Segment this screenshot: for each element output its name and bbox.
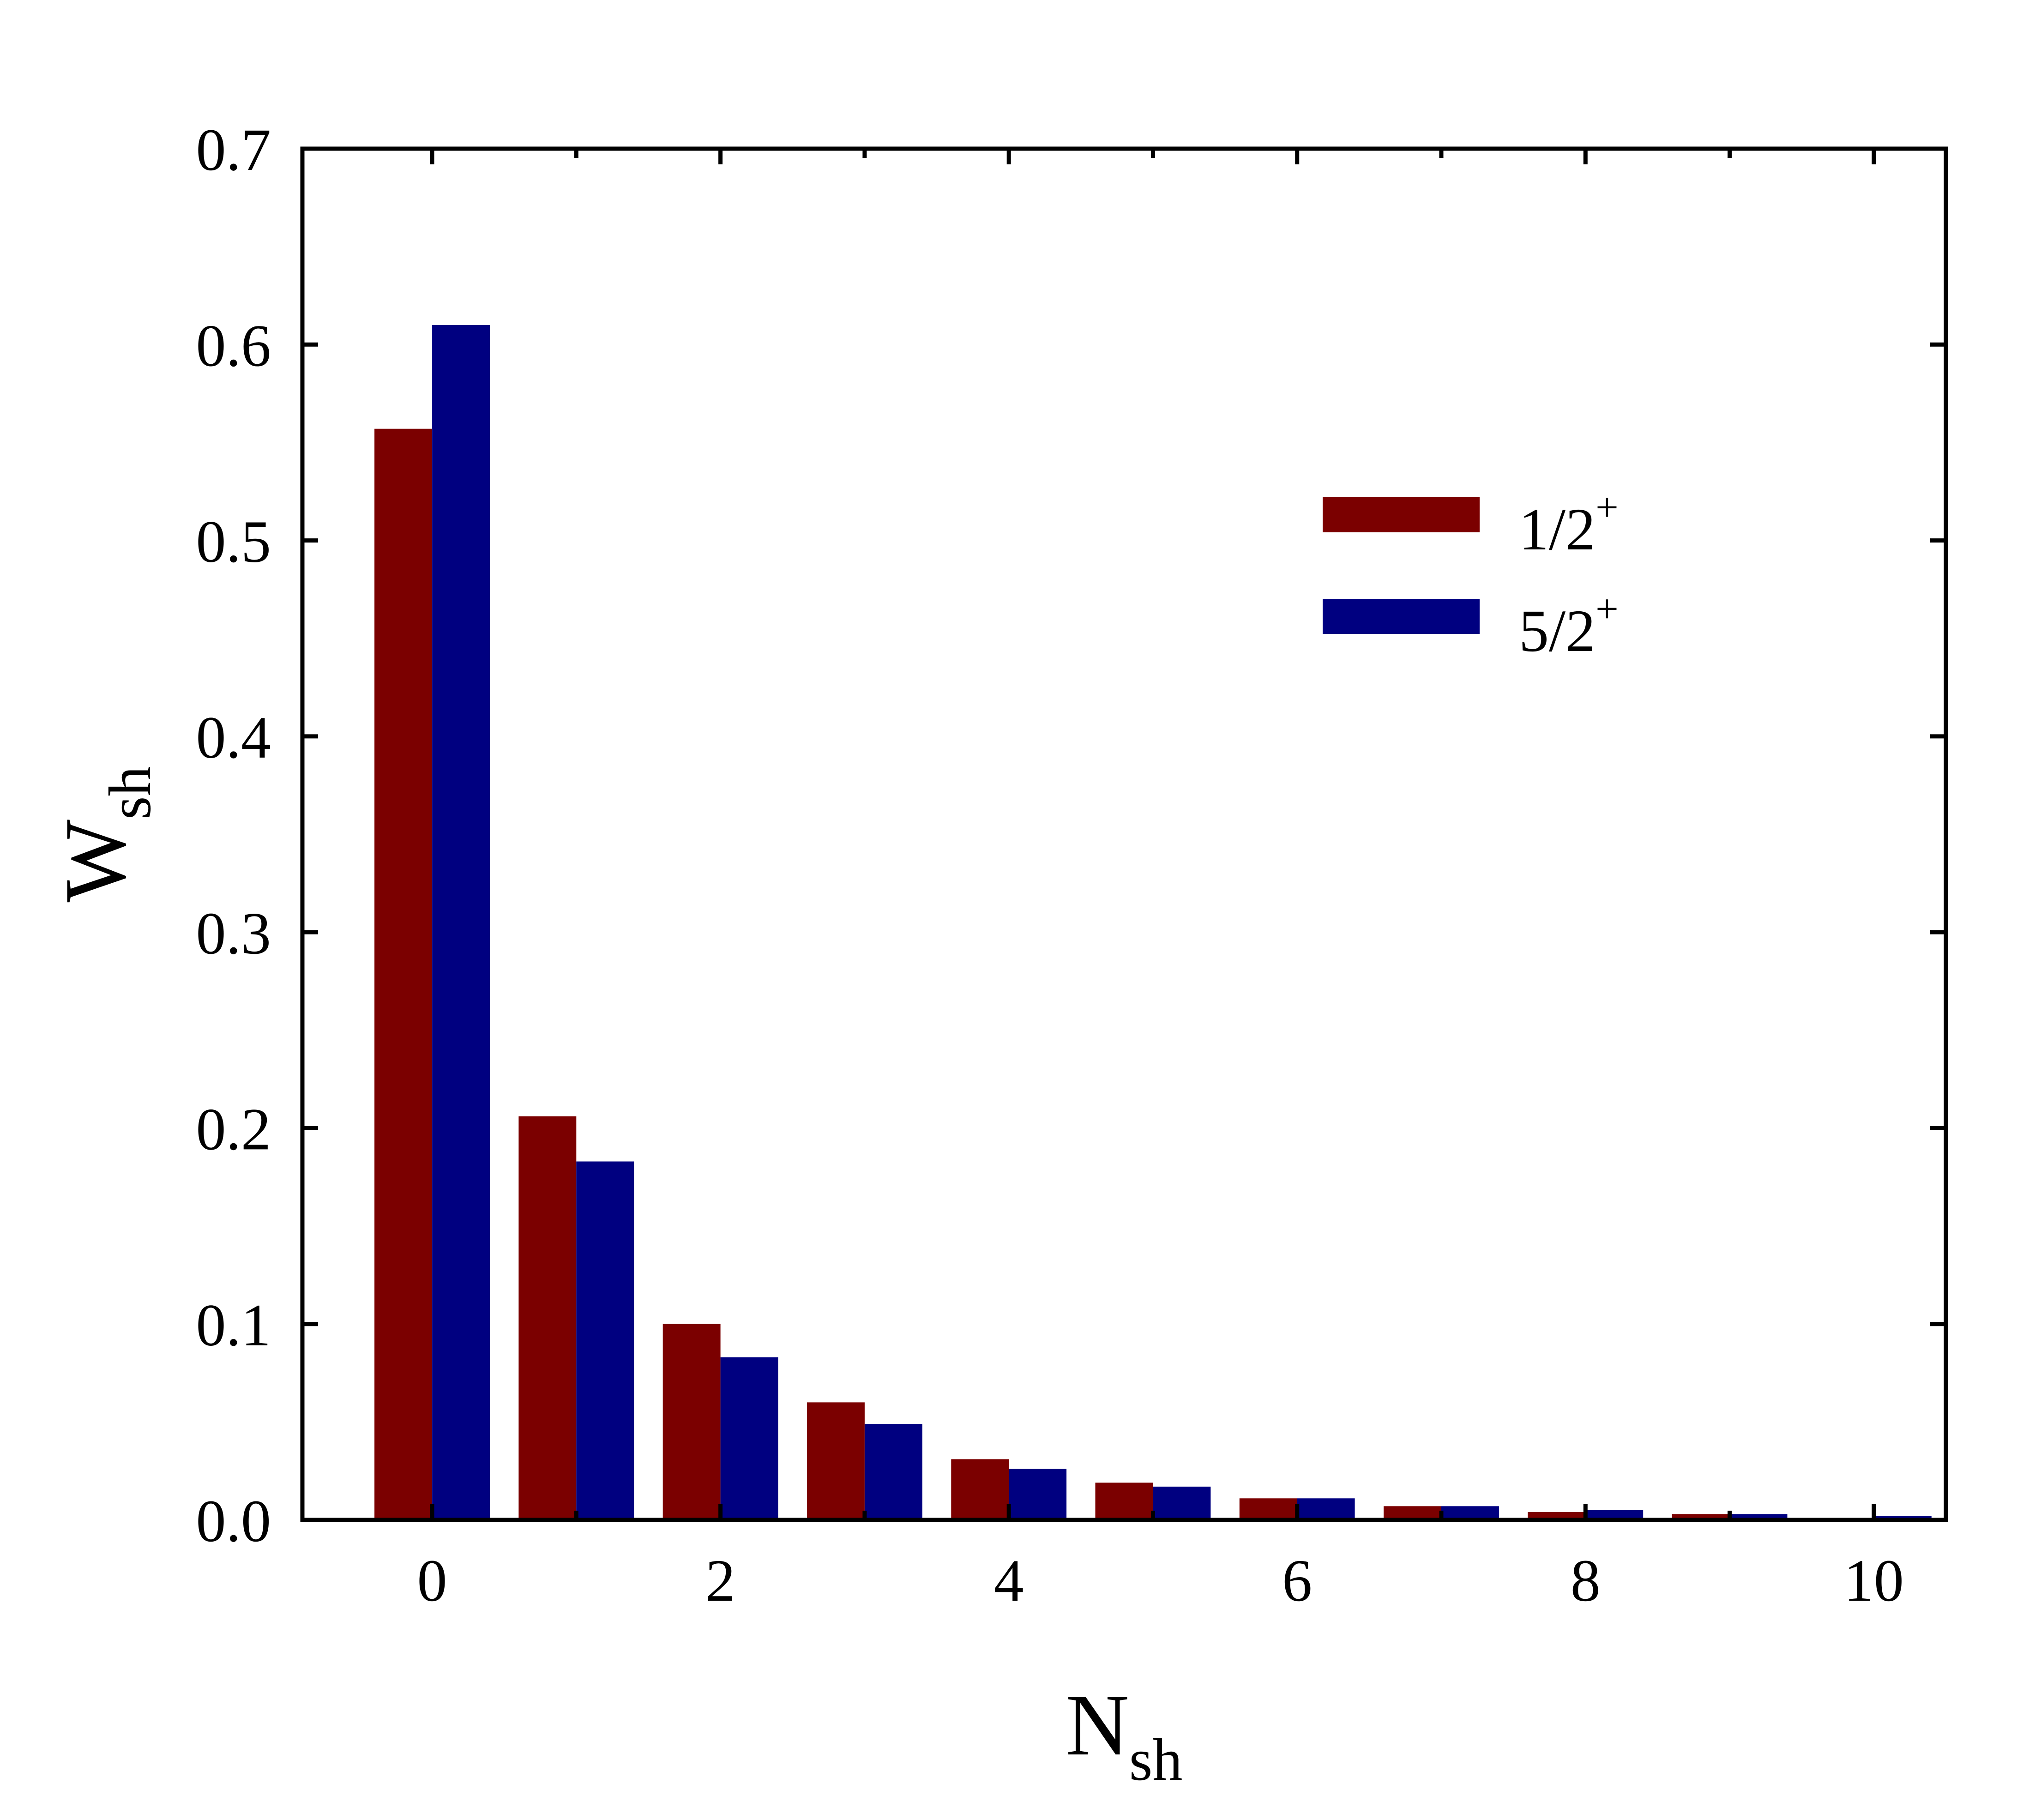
bar-series-0-x-5	[1095, 1483, 1153, 1520]
x-axis-title-sub: sh	[1129, 1727, 1183, 1793]
bar-series-1-x-1	[576, 1161, 634, 1520]
x-tick-label: 10	[1844, 1548, 1904, 1614]
bar-series-1-x-6	[1297, 1498, 1355, 1520]
x-tick-label: 6	[1282, 1548, 1312, 1614]
plot-frame	[300, 146, 1948, 1522]
bar-series-0-x-0	[374, 428, 432, 1520]
bar-series-0-x-7	[1384, 1506, 1441, 1520]
y-tick-label: 0.7	[196, 117, 271, 183]
legend: 1/2+ 5/2+	[1323, 485, 1619, 664]
y-tick-label: 0.0	[196, 1488, 271, 1555]
y-tick-label: 0.3	[196, 900, 271, 967]
y-axis-title-main: W	[47, 820, 144, 902]
bars-layer	[374, 325, 1932, 1520]
y-axis-title-sub: sh	[97, 766, 163, 820]
tick-labels-layer: 0 2 4 6 8 10 0.0 0.1 0.2 0.3 0.4 0.5 0.6 0.7	[196, 117, 1904, 1614]
legend-label-1-2-plus-main: 1/2	[1519, 496, 1596, 563]
legend-label-5-2-plus-main: 5/2	[1519, 598, 1596, 664]
x-tick-label: 0	[417, 1548, 447, 1614]
x-axis-title-main: N	[1066, 1677, 1129, 1774]
bar-series-1-x-5	[1153, 1486, 1211, 1520]
y-axis-title: Wsh	[47, 766, 163, 903]
bar-series-1-x-2	[720, 1357, 778, 1520]
bar-series-1-x-0	[432, 325, 490, 1520]
x-tick-label: 4	[994, 1548, 1024, 1614]
legend-label-1-2-plus-sup: +	[1596, 485, 1619, 530]
legend-swatch-1-2-plus	[1323, 497, 1480, 532]
legend-label-1-2-plus: 1/2+	[1519, 485, 1619, 563]
bar-series-0-x-3	[807, 1402, 865, 1520]
x-tick-label: 8	[1571, 1548, 1601, 1614]
bar-series-1-x-8	[1585, 1510, 1644, 1520]
y-tick-label: 0.5	[196, 509, 271, 575]
x-axis-title: Nsh	[1066, 1677, 1183, 1793]
bar-series-1-x-7	[1441, 1506, 1499, 1520]
bar-series-1-x-3	[864, 1424, 922, 1520]
bar-series-0-x-2	[662, 1324, 721, 1520]
legend-label-5-2-plus: 5/2+	[1519, 587, 1619, 664]
y-tick-label: 0.1	[196, 1292, 271, 1359]
bar-series-0-x-4	[951, 1459, 1009, 1520]
bar-series-0-x-1	[518, 1116, 577, 1520]
bar-series-0-x-6	[1239, 1498, 1297, 1520]
legend-label-5-2-plus-sup: +	[1596, 587, 1619, 632]
bar-series-1-x-4	[1009, 1469, 1067, 1520]
y-tick-label: 0.2	[196, 1096, 271, 1163]
legend-swatch-5-2-plus	[1323, 599, 1480, 634]
y-tick-label: 0.6	[196, 313, 271, 379]
x-tick-label: 2	[705, 1548, 735, 1614]
y-tick-label: 0.4	[196, 705, 271, 771]
